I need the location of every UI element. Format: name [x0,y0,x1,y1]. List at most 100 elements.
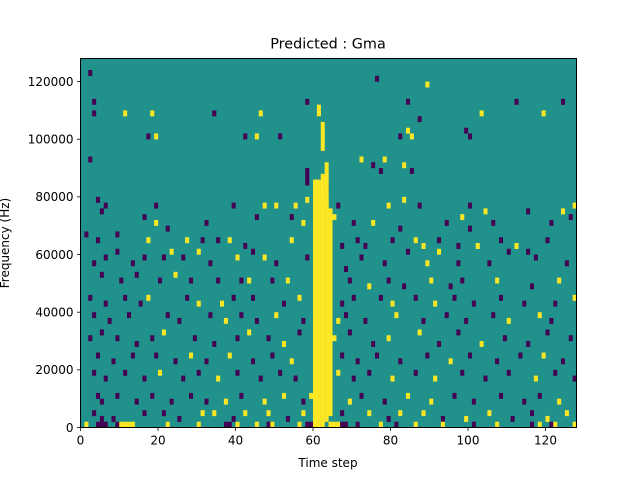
heatmap-cell [564,260,569,267]
heatmap-cell [99,398,104,405]
heatmap-cell [99,421,104,428]
heatmap-cell [227,237,232,244]
heatmap-cell [220,300,225,307]
heatmap-cell [313,179,318,428]
heatmap-cell [123,110,128,117]
heatmap-cell [177,415,182,422]
heatmap-cell [305,196,310,203]
heatmap-cell [158,277,163,284]
heatmap-cell [293,375,298,382]
heatmap-cell [231,294,236,301]
y-tick-label: 0 [66,421,74,435]
heatmap-cell [413,421,418,428]
heatmap-cell [561,98,566,105]
heatmap-cell [251,358,256,365]
heatmap-cell [169,248,174,255]
heatmap-cell [192,335,197,342]
heatmap-cell [196,369,201,376]
heatmap-cell [514,98,519,105]
heatmap-cell [355,237,360,244]
heatmap-cell [231,202,236,209]
heatmap-cell [336,369,341,376]
heatmap-cell [367,410,372,417]
heatmap-cell [406,392,411,399]
heatmap-cell [456,260,461,267]
heatmap-cell [231,415,236,422]
heatmap-cell [189,352,194,359]
heatmap-cell [452,294,457,301]
heatmap-cell [316,104,321,117]
heatmap-cell [382,398,387,405]
heatmap-cell [293,202,298,209]
heatmap-cell [189,392,194,399]
heatmap-cell [227,421,232,428]
heatmap-cell [561,208,566,215]
heatmap-cell [495,277,500,284]
heatmap-cell [413,294,418,301]
heatmap-cell [359,392,364,399]
heatmap-cell [359,254,364,261]
heatmap-cell [452,392,457,399]
heatmap-cell [433,300,438,307]
heatmap-cell [103,375,108,382]
heatmap-cell [243,243,248,249]
heatmap-cell [440,415,445,422]
heatmap-cell [491,312,496,319]
heatmap-cell [274,202,279,209]
heatmap-cell [553,300,558,307]
heatmap-cell [545,329,550,336]
heatmap-cell [460,214,465,221]
heatmap-cell [130,421,135,428]
heatmap-cell [561,358,566,365]
heatmap-cell [375,75,380,82]
heatmap-cell [196,421,201,428]
heatmap-cell [127,312,132,319]
heatmap-cell [518,352,523,359]
x-tick-label: 0 [77,434,85,448]
heatmap-cell [247,277,252,284]
heatmap-cell [475,243,480,249]
heatmap-cell [437,248,442,255]
heatmap-cell [409,168,414,174]
heatmap-cell [456,243,461,249]
heatmap-cell [165,421,170,428]
heatmap-cell [96,392,101,399]
y-tick-label: 40000 [35,305,73,319]
heatmap-cell [270,421,275,428]
heatmap-cell [390,237,395,244]
heatmap-cell [464,415,469,422]
heatmap-cell [216,375,221,382]
heatmap-cell [347,329,352,336]
heatmap-cell [506,369,511,376]
heatmap-cell [390,300,395,307]
heatmap-cell [468,225,473,232]
heatmap-cell [185,294,190,301]
heatmap-cell [471,300,476,307]
heatmap-cell [285,277,290,284]
heatmap-cell [123,369,128,376]
heatmap-cell [154,219,159,226]
heatmap-cell [363,243,368,249]
heatmap-cell [278,369,283,376]
heatmap-cell [266,410,271,417]
heatmap-cell [382,156,387,163]
heatmap-cell [223,398,228,405]
heatmap-cell [165,312,170,319]
heatmap-cell [96,237,101,244]
heatmap-cell [371,162,376,169]
heatmap-cell [301,317,306,324]
heatmap-cell [88,294,93,301]
heatmap-cell [115,421,120,428]
heatmap-cell [177,317,182,324]
heatmap-cell [262,254,267,261]
heatmap-cell [243,410,248,417]
heatmap-cell [549,219,554,226]
heatmap-cell [115,231,120,238]
heatmap-cell [285,415,290,422]
heatmap-cell [549,421,554,428]
heatmap-cell [123,294,128,301]
heatmap-cell [161,410,166,417]
heatmap-cell [305,98,310,105]
heatmap-cell [223,421,228,428]
heatmap-cell [440,421,445,428]
